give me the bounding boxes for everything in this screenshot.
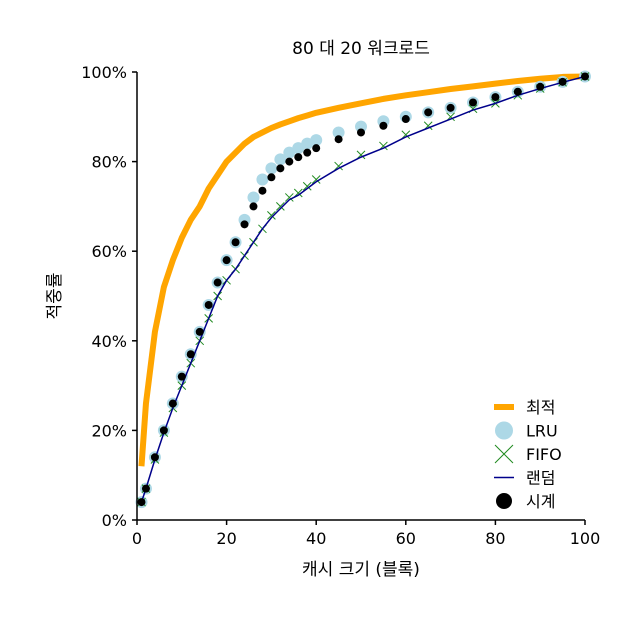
data-point	[334, 161, 343, 171]
data-point	[334, 135, 343, 144]
data-point	[355, 120, 367, 133]
y-tick-label: 40%	[91, 332, 127, 351]
data-point	[356, 150, 366, 160]
data-point	[536, 82, 545, 91]
data-point	[581, 72, 589, 81]
x-tick-label: 60	[396, 529, 416, 548]
legend-swatch	[495, 421, 513, 440]
series-LRU	[135, 70, 591, 509]
data-point	[311, 175, 321, 184]
series-FIFO	[137, 72, 590, 507]
chart-title: 80 대 20 워크로드	[292, 39, 430, 59]
data-point	[357, 128, 365, 137]
plot-area	[135, 70, 591, 509]
data-point	[222, 256, 231, 265]
data-point	[310, 134, 323, 147]
data-point	[513, 87, 522, 96]
data-point	[150, 453, 159, 462]
data-point	[195, 327, 204, 336]
data-point	[558, 77, 567, 86]
data-point	[231, 238, 240, 247]
data-point	[256, 173, 269, 186]
data-point	[247, 191, 260, 204]
data-point	[204, 300, 213, 309]
legend-entry-LRU: LRU	[495, 421, 558, 441]
series-랜덤	[140, 75, 586, 503]
x-tick-label: 100	[570, 529, 601, 548]
data-point	[284, 193, 294, 202]
data-point	[213, 278, 222, 287]
data-point	[186, 350, 195, 359]
legend-entry-최적: 최적	[494, 398, 555, 417]
legend-label: 시계	[526, 492, 555, 511]
data-point	[249, 202, 258, 211]
data-point	[312, 144, 321, 153]
axes: 0 20 40 60 80 100 0% 20% 40% 60% 80% 100%	[81, 63, 600, 548]
series-시계	[137, 72, 589, 507]
data-point	[401, 115, 410, 124]
data-point	[267, 211, 276, 220]
x-tick-label: 80	[485, 529, 505, 548]
data-point	[293, 188, 303, 198]
data-point	[267, 173, 276, 182]
data-point	[177, 372, 186, 381]
legend-label: FIFO	[526, 445, 562, 464]
data-point	[240, 220, 249, 229]
data-point	[265, 162, 278, 175]
data-point	[401, 130, 411, 140]
legend-entry-FIFO: FIFO	[494, 444, 562, 464]
data-point	[446, 103, 455, 112]
data-point	[274, 153, 287, 166]
legend-label: 최적	[526, 398, 555, 417]
y-axis-label: 적중률	[45, 273, 65, 320]
legend-label: LRU	[526, 422, 558, 441]
series-line	[140, 75, 586, 503]
legend-label: 랜덤	[526, 469, 555, 488]
legend-swatch	[496, 493, 512, 509]
data-point	[159, 426, 168, 435]
data-point	[379, 121, 388, 130]
x-axis-label: 캐시 크기 (블록)	[302, 560, 420, 580]
y-tick-label: 80%	[91, 153, 127, 172]
data-point	[137, 498, 146, 507]
data-point	[276, 164, 285, 173]
data-point	[168, 399, 177, 408]
x-tick-label: 40	[306, 529, 326, 548]
data-point	[258, 186, 267, 195]
y-tick-label: 100%	[81, 63, 127, 82]
y-tick-label: 20%	[91, 421, 127, 440]
series-line	[138, 73, 586, 467]
data-point	[469, 98, 477, 107]
data-point	[302, 181, 312, 191]
data-point	[303, 148, 312, 157]
data-point	[294, 153, 303, 162]
data-point	[141, 484, 150, 493]
legend-swatch	[494, 444, 514, 464]
series-최적	[138, 73, 586, 467]
data-point	[332, 126, 345, 139]
data-point	[285, 157, 294, 166]
data-point	[292, 142, 305, 155]
legend-entry-랜덤: 랜덤	[494, 469, 555, 488]
y-tick-label: 60%	[91, 242, 127, 261]
data-point	[491, 93, 500, 102]
y-tick-label: 0%	[102, 511, 127, 530]
legend-entry-시계: 시계	[496, 492, 555, 511]
x-tick-label: 0	[132, 529, 142, 548]
data-point	[424, 108, 433, 117]
data-point	[283, 146, 296, 159]
x-tick-label: 20	[216, 529, 236, 548]
data-point	[276, 202, 285, 211]
